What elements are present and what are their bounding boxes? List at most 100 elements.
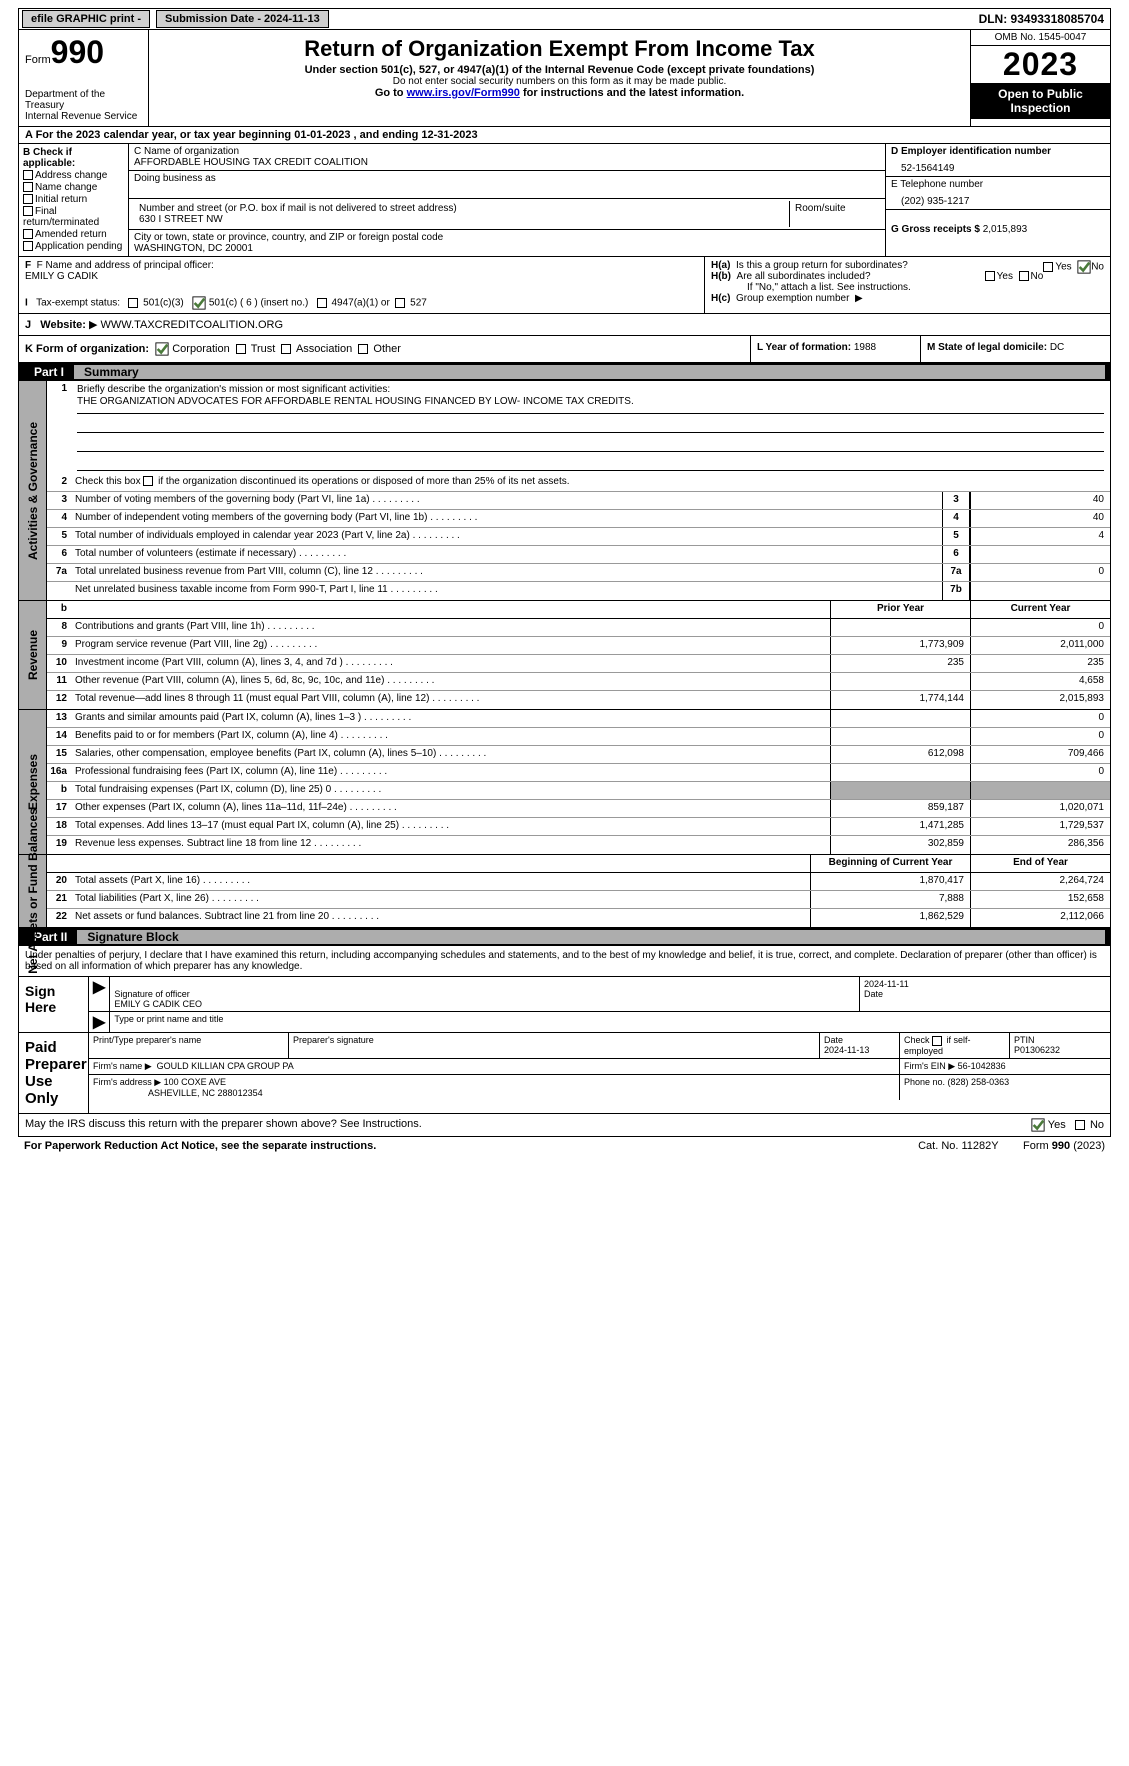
table-row-desc: Professional fundraising fees (Part IX, … — [71, 764, 830, 781]
table-row-key: 6 — [942, 546, 970, 563]
pra-notice: For Paperwork Reduction Act Notice, see … — [24, 1140, 376, 1152]
prior-year-value: 1,774,144 — [830, 691, 970, 709]
type-name-label: Type or print name and title — [110, 1012, 1110, 1032]
current-year-value: 2,015,893 — [970, 691, 1110, 709]
ha-no-checkbox-checked[interactable] — [1077, 260, 1091, 274]
prior-year-value — [830, 710, 970, 727]
expenses-label: Expenses — [26, 754, 40, 810]
initial-return-checkbox[interactable] — [23, 194, 33, 204]
table-row-desc: Net unrelated business taxable income fr… — [71, 582, 942, 600]
officer-h-row: F F Name and address of principal office… — [18, 257, 1111, 314]
table-row-value: 40 — [970, 492, 1110, 509]
501c3-checkbox[interactable] — [128, 298, 138, 308]
section-b-label: B Check if applicable: — [23, 147, 124, 169]
sign-here-block: Sign Here ▶ Signature of officerEMILY G … — [18, 977, 1111, 1033]
ha-yes-checkbox[interactable] — [1043, 262, 1053, 272]
cat-no: Cat. No. 11282Y — [918, 1140, 999, 1152]
prior-year-value: 1,773,909 — [830, 637, 970, 654]
end-year-header: End of Year — [970, 855, 1110, 872]
discuss-yes-checkbox-checked[interactable] — [1031, 1118, 1045, 1132]
discuss-no-checkbox[interactable] — [1075, 1120, 1085, 1130]
omb-number: OMB No. 1545-0047 — [971, 30, 1110, 46]
prior-year-value: 302,859 — [830, 836, 970, 854]
sign-date-value: 2024-11-11 — [864, 979, 909, 989]
governance-label: Activities & Governance — [26, 421, 40, 559]
part2-header: Part IISignature Block — [18, 928, 1111, 946]
prior-year-value: 1,870,417 — [810, 873, 970, 890]
final-return-checkbox[interactable] — [23, 206, 33, 216]
table-row-desc: Investment income (Part VIII, column (A)… — [71, 655, 830, 672]
ein-value: 52-1564149 — [891, 157, 1105, 174]
address-change-checkbox[interactable] — [23, 170, 33, 180]
year-formation: 1988 — [854, 342, 876, 353]
discuss-row: May the IRS discuss this return with the… — [18, 1114, 1111, 1137]
form-header: Form990 Department of the Treasury Inter… — [18, 30, 1111, 127]
current-year-value: 4,658 — [970, 673, 1110, 690]
irs-link[interactable]: www.irs.gov/Form990 — [407, 87, 520, 99]
corporation-checkbox-checked[interactable] — [155, 342, 169, 356]
begin-year-header: Beginning of Current Year — [810, 855, 970, 872]
phone-label: E Telephone number — [891, 179, 1105, 190]
prior-year-value: 1,471,285 — [830, 818, 970, 835]
prior-year-value: 859,187 — [830, 800, 970, 817]
tax-year: 2023 — [971, 46, 1110, 83]
table-row-desc: Benefits paid to or for members (Part IX… — [71, 728, 830, 745]
current-year-value: 286,356 — [970, 836, 1110, 854]
527-checkbox[interactable] — [395, 298, 405, 308]
form-number: 990 — [51, 34, 104, 70]
preparer-name-label: Print/Type preparer's name — [89, 1033, 289, 1058]
prior-year-value — [830, 728, 970, 745]
revenue-label: Revenue — [26, 630, 40, 680]
4947-checkbox[interactable] — [317, 298, 327, 308]
table-row-key: 4 — [942, 510, 970, 527]
table-row-desc: Salaries, other compensation, employee b… — [71, 746, 830, 763]
prior-year-value: 1,862,529 — [810, 909, 970, 927]
hb-yes-checkbox[interactable] — [985, 271, 995, 281]
table-row-desc: Revenue less expenses. Subtract line 18 … — [71, 836, 830, 854]
footer-line: For Paperwork Reduction Act Notice, see … — [18, 1137, 1111, 1155]
current-year-value: 1,729,537 — [970, 818, 1110, 835]
association-checkbox[interactable] — [281, 344, 291, 354]
prior-year-value — [830, 764, 970, 781]
mission-label: Briefly describe the organization's miss… — [77, 384, 1104, 395]
submission-date-button[interactable]: Submission Date - 2024-11-13 — [156, 10, 329, 28]
application-pending-checkbox[interactable] — [23, 241, 33, 251]
current-year-value: 2,011,000 — [970, 637, 1110, 654]
current-year-value: 709,466 — [970, 746, 1110, 763]
entity-info-block: B Check if applicable: Address change Na… — [18, 144, 1111, 257]
self-employed-checkbox[interactable] — [932, 1036, 942, 1046]
other-checkbox[interactable] — [358, 344, 368, 354]
sign-here-label: Sign Here — [19, 977, 89, 1032]
discontinued-checkbox[interactable] — [143, 476, 153, 486]
goto-line: Go to www.irs.gov/Form990 for instructio… — [155, 87, 964, 99]
501c-checkbox-checked[interactable] — [192, 296, 206, 310]
name-change-checkbox[interactable] — [23, 182, 33, 192]
table-row-key: 7b — [942, 582, 970, 600]
efile-print-button[interactable]: efile GRAPHIC print - — [22, 10, 150, 28]
address-value: 630 I STREET NW — [139, 214, 784, 225]
phone-value: (202) 935-1217 — [891, 190, 1105, 207]
form-title: Return of Organization Exempt From Incom… — [155, 36, 964, 62]
table-row-desc: Total number of volunteers (estimate if … — [71, 546, 942, 563]
trust-checkbox[interactable] — [236, 344, 246, 354]
inspection-label: Open to Public Inspection — [971, 83, 1110, 119]
receipts-value: 2,015,893 — [983, 224, 1028, 235]
officer-label: F F Name and address of principal office… — [25, 260, 698, 271]
current-year-value: 0 — [970, 728, 1110, 745]
expenses-section: Expenses 13Grants and similar amounts pa… — [18, 710, 1111, 855]
prior-year-value: 235 — [830, 655, 970, 672]
firm-name: GOULD KILLIAN CPA GROUP PA — [157, 1061, 294, 1071]
table-row-desc: Total expenses. Add lines 13–17 (must eq… — [71, 818, 830, 835]
website-row: J Website: ▶ WWW.TAXCREDITCOALITION.ORG — [18, 314, 1111, 336]
amended-return-checkbox[interactable] — [23, 229, 33, 239]
current-year-value: 1,020,071 — [970, 800, 1110, 817]
current-year-value: 0 — [970, 764, 1110, 781]
governance-section: Activities & Governance 1 Briefly descri… — [18, 381, 1111, 601]
table-row-value: 40 — [970, 510, 1110, 527]
preparer-sig-label: Preparer's signature — [289, 1033, 820, 1058]
org-name-label: C Name of organization — [134, 146, 880, 157]
line2-text: Check this box if the organization disco… — [71, 474, 1110, 491]
preparer-date: 2024-11-13 — [824, 1045, 869, 1055]
domicile-state: DC — [1050, 342, 1064, 353]
hb-no-checkbox[interactable] — [1019, 271, 1029, 281]
